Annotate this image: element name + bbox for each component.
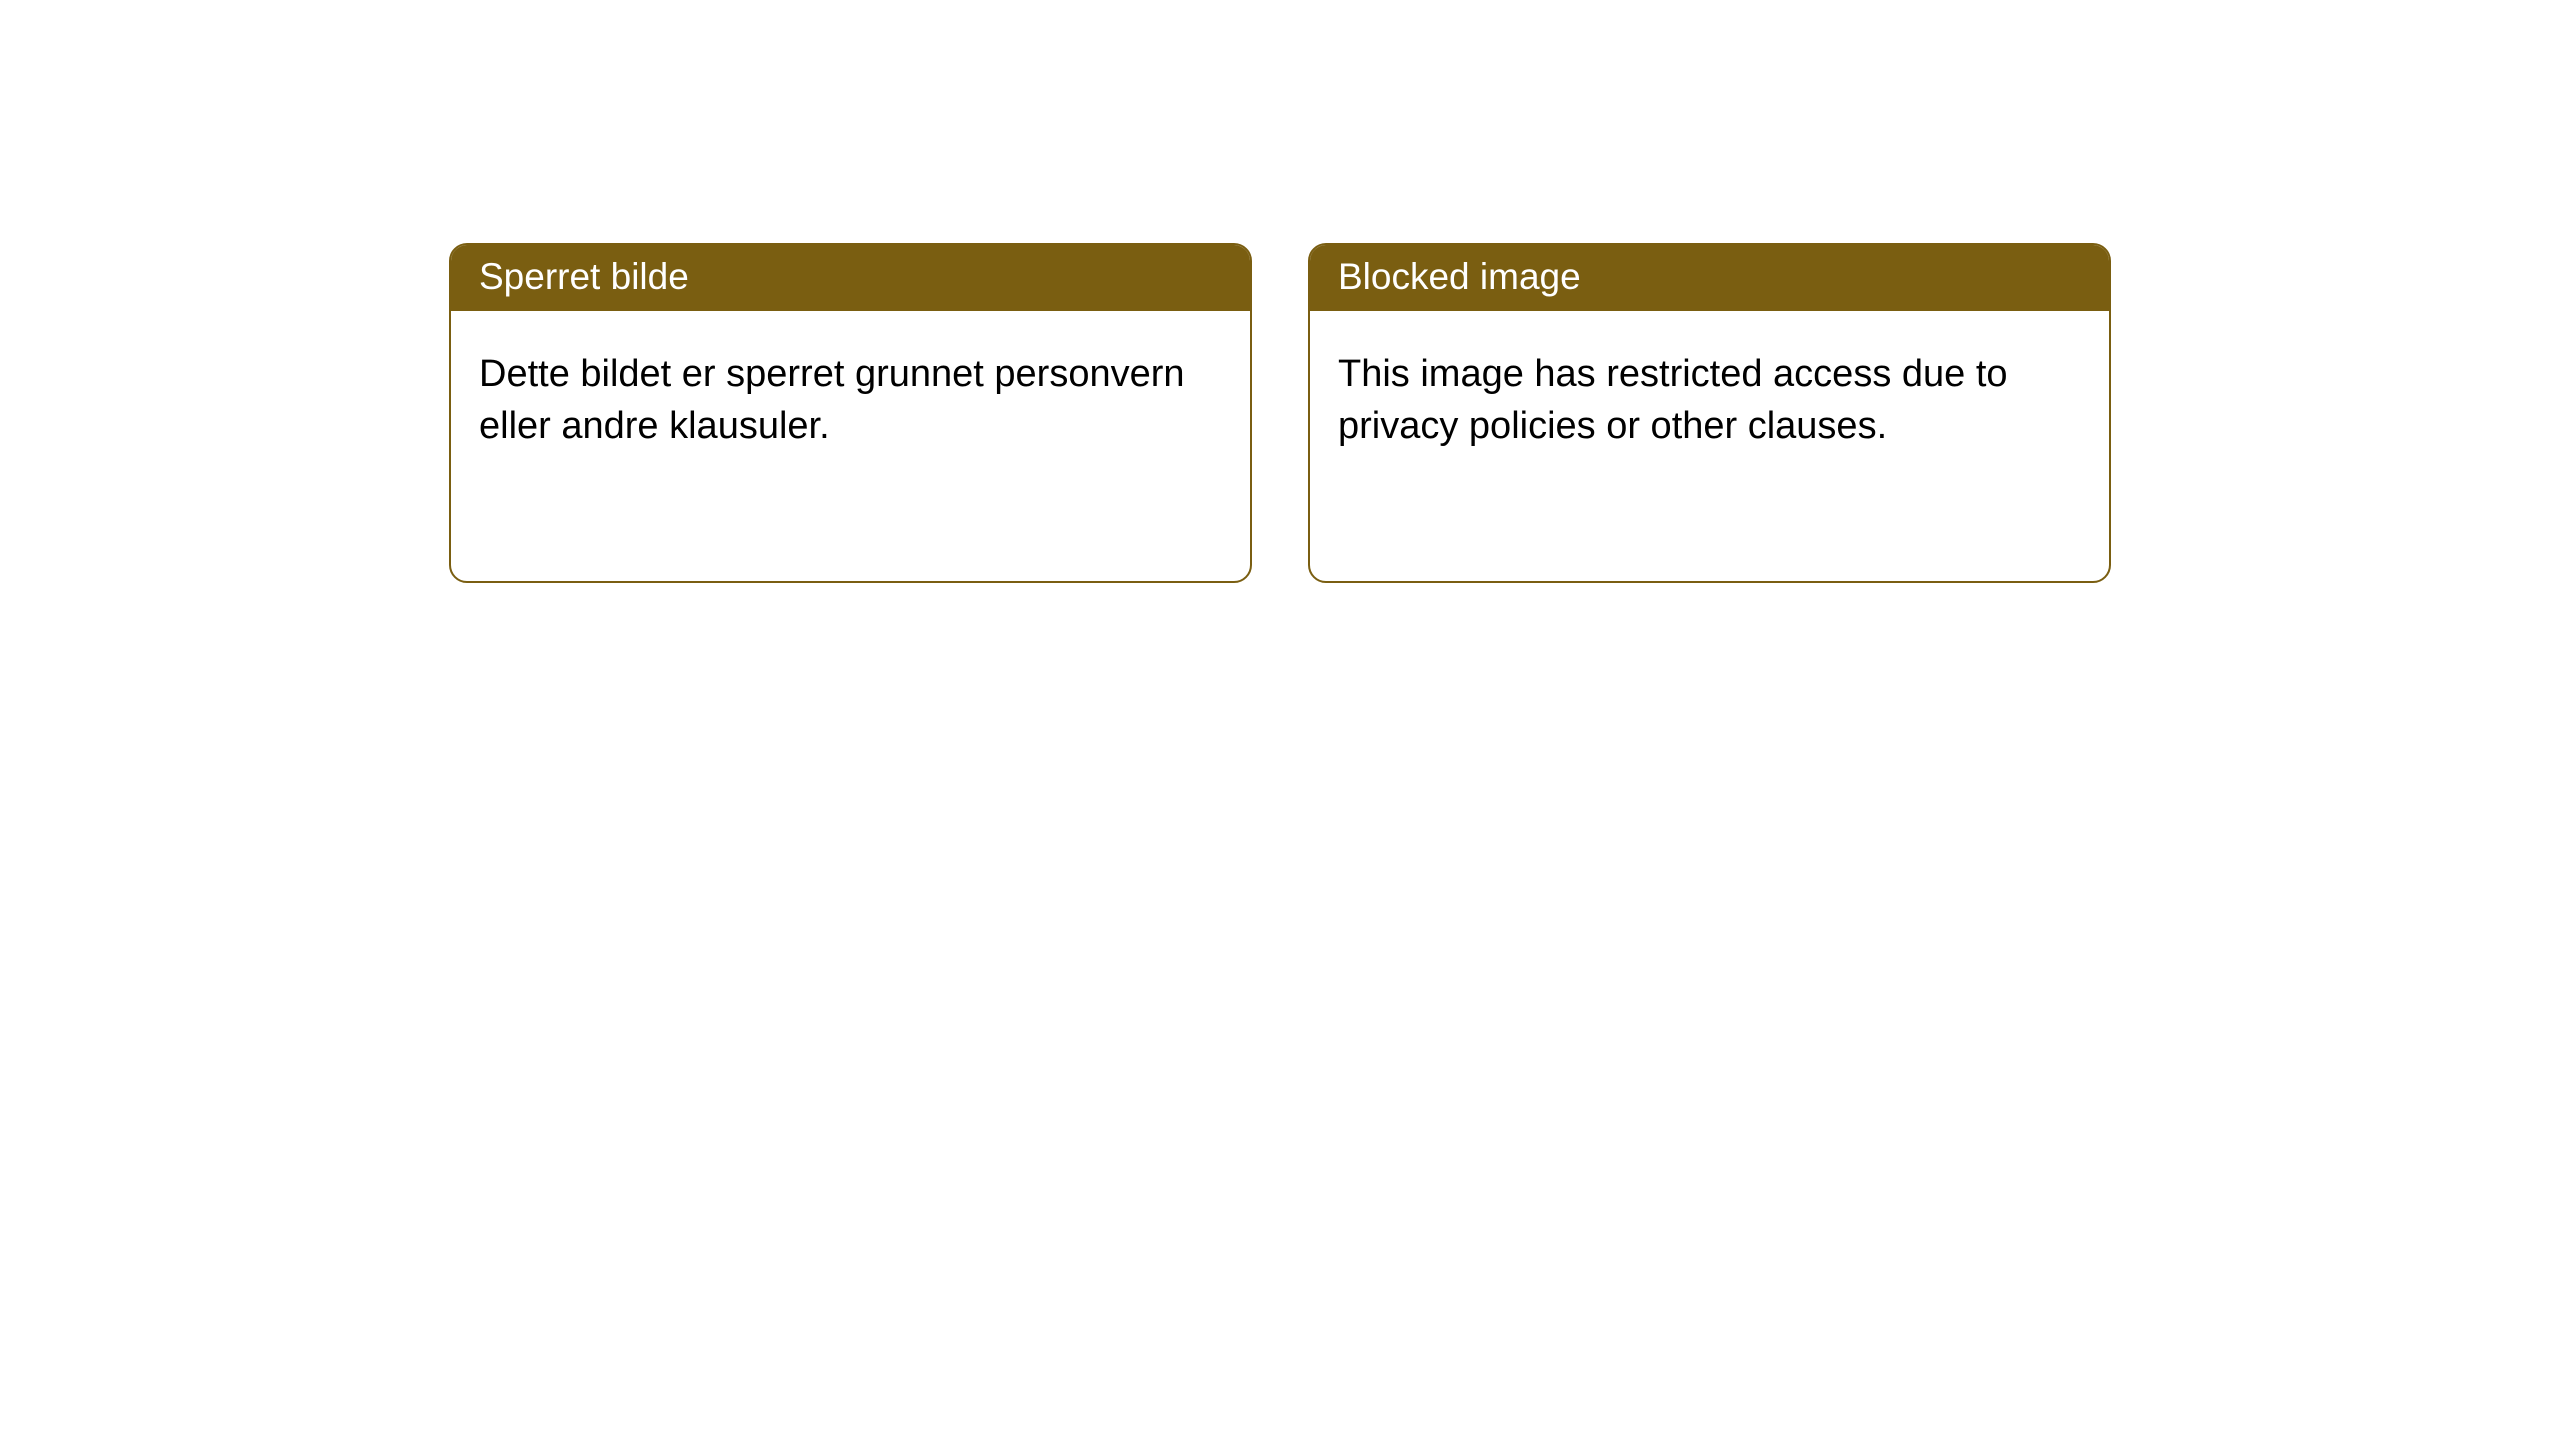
notice-card-header-no: Sperret bilde [451, 245, 1250, 311]
notice-card-en: Blocked image This image has restricted … [1308, 243, 2111, 583]
notice-card-no: Sperret bilde Dette bildet er sperret gr… [449, 243, 1252, 583]
notice-container: Sperret bilde Dette bildet er sperret gr… [0, 0, 2560, 583]
notice-card-body-en: This image has restricted access due to … [1310, 311, 2109, 581]
notice-card-body-no: Dette bildet er sperret grunnet personve… [451, 311, 1250, 581]
notice-card-header-en: Blocked image [1310, 245, 2109, 311]
